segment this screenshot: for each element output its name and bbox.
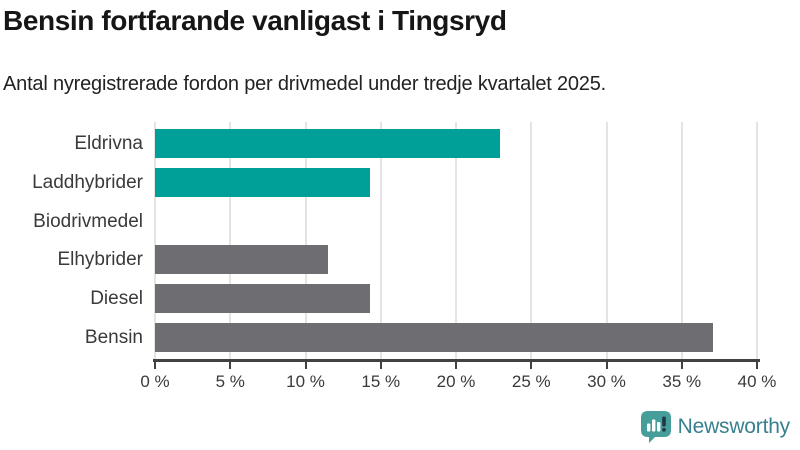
category-label: Elhybrider (57, 249, 143, 271)
x-tick-label: 25 % (511, 372, 551, 391)
logo-bar-2 (651, 419, 656, 432)
x-axis-line (153, 359, 760, 362)
logo-exclamation-stem (661, 416, 666, 427)
gridline (304, 122, 307, 359)
chart-subtitle: Antal nyregistrerade fordon per drivmede… (3, 73, 607, 95)
category-labels-column: Eldrivna Laddhybrider Biodrivmedel Elhybrid… (0, 122, 143, 362)
gridline (680, 122, 683, 359)
gridline (455, 122, 457, 359)
x-axis-tick (605, 362, 608, 369)
brand-name: Newsworthy (677, 415, 791, 438)
category-label: Biodrivmedel (33, 210, 143, 232)
logo-exclamation-dot (661, 428, 666, 432)
newsworthy-logo-icon (640, 411, 671, 443)
bar (155, 245, 329, 275)
gridline (605, 122, 608, 359)
x-tick-label: 35 % (662, 372, 702, 391)
x-axis-tick (680, 362, 683, 369)
x-axis-tick (455, 362, 457, 369)
x-axis-tick (530, 362, 533, 369)
x-axis-tick (229, 362, 232, 369)
category-label: Eldrivna (74, 133, 143, 154)
category-label: Bensin (84, 327, 143, 348)
x-axis-tick (756, 362, 758, 369)
bar (155, 284, 371, 314)
gridline (530, 122, 533, 359)
logo-bar-1 (646, 423, 651, 432)
x-tick-label: 0 % (140, 372, 170, 391)
logo-speech-bubble (640, 411, 671, 443)
bar (155, 323, 714, 352)
x-axis-tick (379, 362, 382, 369)
x-tick-label: 5 % (215, 372, 245, 391)
x-tick-label: 20 % (436, 372, 476, 391)
category-label: Laddhybrider (32, 171, 143, 193)
x-axis-tick (304, 362, 307, 369)
x-axis-tick (154, 362, 156, 369)
gridline (756, 122, 758, 359)
plot-area: 0 % 5 % 10 % 15 % 20 % 25 % 30 % 35 % 40 % (140, 122, 776, 391)
x-tick-label: 30 % (587, 372, 626, 391)
x-tick-label: 40 % (737, 372, 777, 391)
gridline (229, 122, 232, 359)
gridline (154, 122, 156, 359)
bar (155, 167, 371, 197)
logo-bar-3 (656, 422, 661, 432)
x-tick-label: 10 % (286, 372, 325, 391)
chart-title: Bensin fortfarande vanligast i Tingsryd (3, 5, 507, 36)
brand-footer: Newsworthy (640, 411, 791, 443)
gridline (379, 122, 382, 359)
category-label: Diesel (90, 288, 143, 310)
bar (155, 129, 500, 158)
x-tick-label: 15 % (361, 372, 401, 391)
